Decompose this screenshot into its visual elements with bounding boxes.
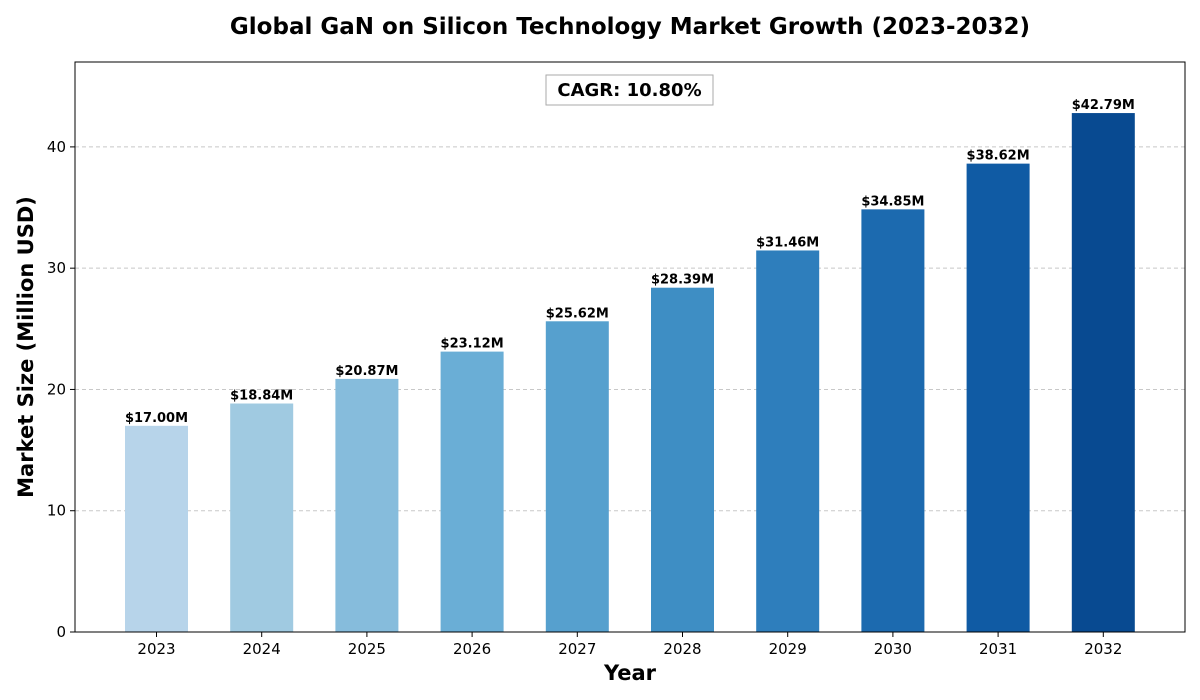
bar-2032 bbox=[1071, 113, 1135, 633]
bar-value-label-2032: $42.79M bbox=[1072, 98, 1135, 113]
y-tick-label-30: 30 bbox=[47, 259, 66, 277]
y-axis-label: Market Size (Million USD) bbox=[14, 196, 38, 498]
bar-2024 bbox=[230, 403, 294, 632]
cagr-annotation-text: CAGR: 10.80% bbox=[557, 80, 701, 101]
bar-2026 bbox=[440, 351, 504, 632]
bar-value-label-2028: $28.39M bbox=[651, 273, 714, 288]
bar-value-label-2024: $18.84M bbox=[230, 389, 293, 404]
bar-value-label-2027: $25.62M bbox=[546, 306, 609, 321]
bar-value-label-2029: $31.46M bbox=[756, 235, 819, 250]
bars bbox=[125, 113, 1135, 633]
bar-value-labels: $17.00M $18.84M $20.87M $23.12M $25.62M $28.3… bbox=[125, 98, 1135, 426]
x-tick-label-2024: 2024 bbox=[243, 640, 281, 658]
y-tick-label-40: 40 bbox=[47, 138, 66, 156]
bar-2029 bbox=[756, 250, 820, 632]
bar-value-label-2031: $38.62M bbox=[967, 149, 1030, 164]
x-axis-label: Year bbox=[603, 661, 657, 685]
x-tick-label-2025: 2025 bbox=[348, 640, 386, 658]
bar-value-label-2025: $20.87M bbox=[335, 364, 398, 379]
y-axis-ticks: 0 10 20 30 40 bbox=[47, 138, 75, 641]
bar-2028 bbox=[651, 287, 714, 632]
bar-value-label-2026: $23.12M bbox=[441, 337, 504, 352]
x-tick-label-2028: 2028 bbox=[663, 640, 701, 658]
y-tick-label-20: 20 bbox=[47, 380, 66, 398]
x-tick-label-2027: 2027 bbox=[558, 640, 596, 658]
bar-2031 bbox=[966, 163, 1030, 632]
y-tick-label-10: 10 bbox=[47, 502, 66, 520]
cagr-annotation: CAGR: 10.80% bbox=[545, 74, 714, 106]
bar-value-label-2030: $34.85M bbox=[861, 194, 924, 209]
bar-2027 bbox=[545, 321, 609, 632]
y-tick-label-0: 0 bbox=[56, 623, 66, 641]
x-tick-label-2023: 2023 bbox=[137, 640, 175, 658]
bar-value-label-2023: $17.00M bbox=[125, 411, 188, 426]
x-tick-label-2029: 2029 bbox=[769, 640, 807, 658]
x-axis-ticks: 2023 2024 2025 2026 2027 2028 2029 2030 2031 2032 bbox=[137, 632, 1122, 658]
bar-2023 bbox=[125, 425, 188, 632]
x-tick-label-2030: 2030 bbox=[874, 640, 912, 658]
plot-area-frame bbox=[74, 61, 1186, 633]
x-tick-label-2031: 2031 bbox=[979, 640, 1017, 658]
x-tick-label-2032: 2032 bbox=[1084, 640, 1122, 658]
bar-2025 bbox=[335, 378, 399, 632]
chart-title: Global GaN on Silicon Technology Market … bbox=[230, 14, 1030, 40]
x-tick-label-2026: 2026 bbox=[453, 640, 491, 658]
bar-2030 bbox=[861, 209, 925, 632]
cagr-annotation-box bbox=[545, 74, 714, 106]
